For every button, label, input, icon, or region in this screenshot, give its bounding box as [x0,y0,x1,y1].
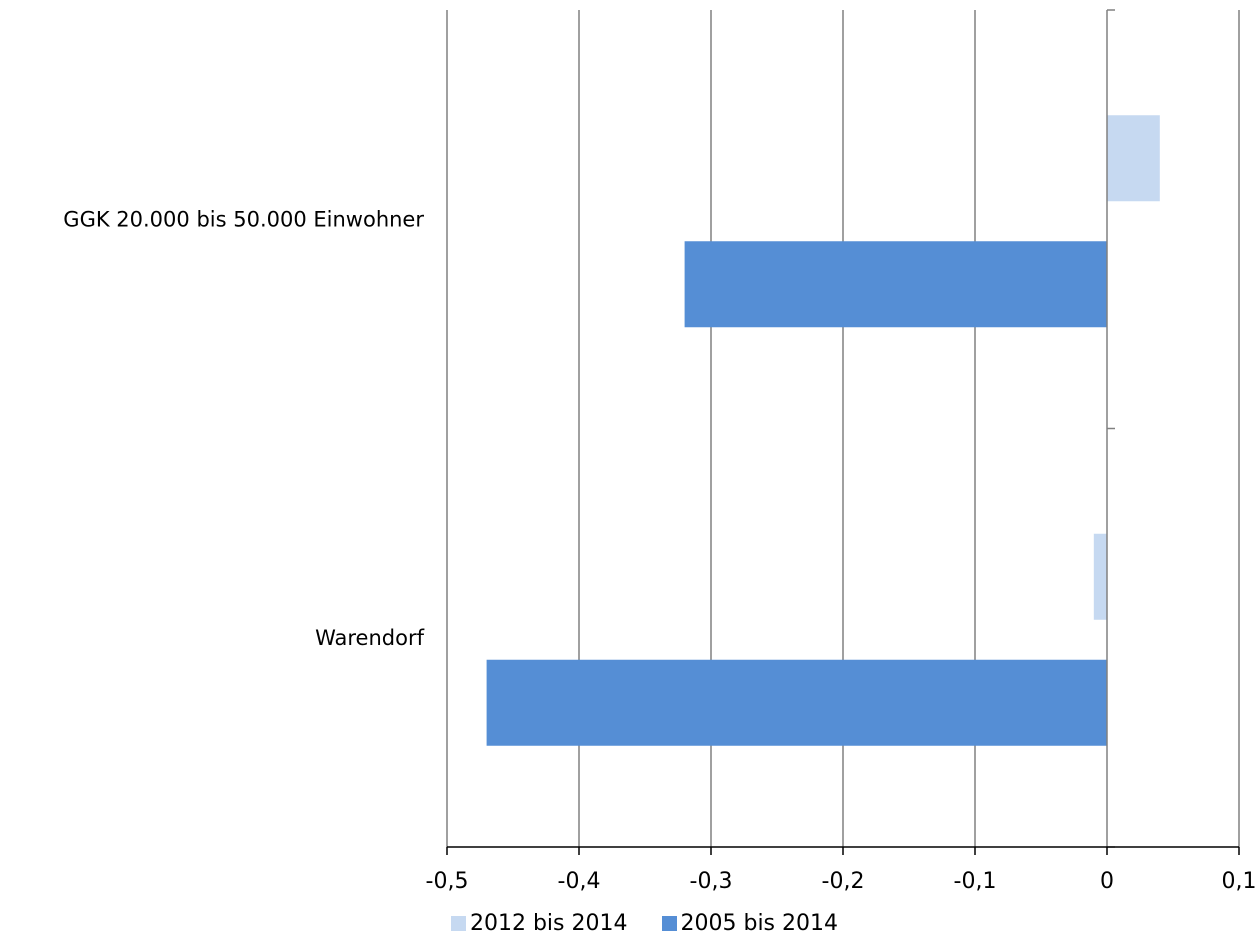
legend: 2012 bis 2014 2005 bis 2014 [0,906,1259,940]
legend-label-series-1: 2012 bis 2014 [469,910,628,936]
category-label-2: Warendorf [315,626,425,650]
x-tick-label-6: 0,1 [1222,869,1257,894]
x-tick-label-5: 0 [1100,869,1114,894]
bar-series-2-cat-1 [684,241,1107,328]
legend-item-series-1: 2012 bis 2014 [450,910,628,936]
gridlines [446,10,1240,847]
category-label-1: GGK 20.000 bis 50.000 Einwohner [63,207,424,231]
x-tick-labels: -0,5 -0,4 -0,3 -0,2 -0,1 0 0,1 [426,869,1257,894]
x-tick-label-0: -0,5 [426,869,469,894]
legend-swatch-series-1 [450,915,466,931]
legend-label-series-2: 2005 bis 2014 [680,910,839,936]
axes [446,9,1240,855]
x-tick-label-3: -0,2 [822,869,865,894]
legend-item-series-2: 2005 bis 2014 [661,910,839,936]
bar-series-1-cat-1 [1107,115,1160,202]
category-labels: GGK 20.000 bis 50.000 Einwohner Warendorf [63,207,424,650]
legend-swatch-series-2 [661,915,677,931]
bar-series-2-cat-2 [486,659,1108,746]
bar-series-1-cat-2 [1093,533,1107,620]
x-tick-label-1: -0,4 [558,869,601,894]
bars [486,115,1160,746]
x-tick-label-4: -0,1 [954,869,997,894]
x-tick-label-2: -0,3 [690,869,733,894]
